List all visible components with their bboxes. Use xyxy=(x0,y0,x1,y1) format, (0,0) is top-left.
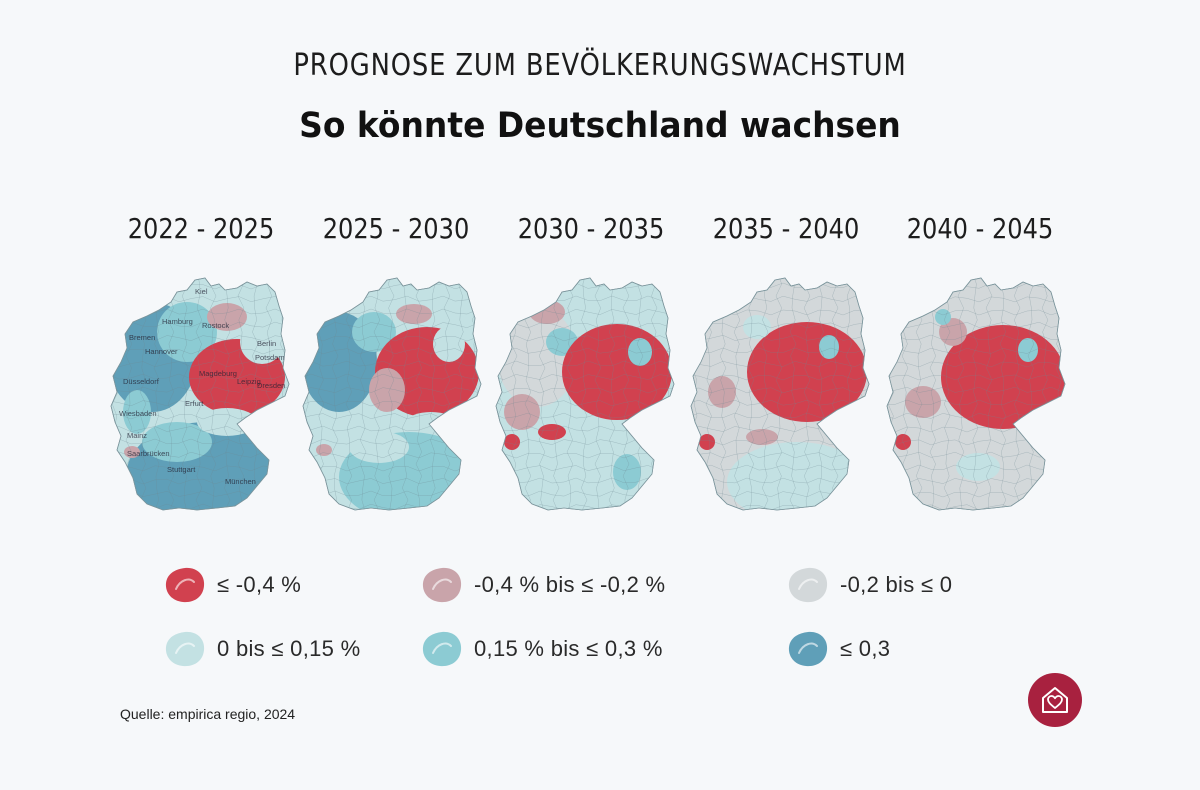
source-note: Quelle: empirica regio, 2024 xyxy=(120,706,296,722)
city-label: Kiel xyxy=(195,287,208,296)
map-2040-2045 xyxy=(883,272,1068,522)
city-label: Hamburg xyxy=(162,317,193,326)
main-title: So könnte Deutschland wachsen xyxy=(299,106,901,146)
map-2030-2035 xyxy=(492,272,677,522)
map-2025-2030 xyxy=(299,272,484,522)
period-label-5: 2040 - 2045 xyxy=(906,212,1054,245)
map-2022-2025: Kiel Hamburg Rostock Berlin Potsdam Brem… xyxy=(107,272,292,522)
city-label: Magdeburg xyxy=(199,369,237,378)
legend-label: -0,4 % bis ≤ -0,2 % xyxy=(474,572,666,597)
city-label: Rostock xyxy=(202,321,229,330)
germany-map-svg xyxy=(886,277,1066,511)
legend-label: -0,2 bis ≤ 0 xyxy=(840,572,953,597)
brush-blob-icon xyxy=(422,631,462,667)
city-label: Bremen xyxy=(129,333,155,342)
city-label: Erfurt xyxy=(185,399,204,408)
city-label: Leipzig xyxy=(237,377,261,386)
legend-label: ≤ -0,4 % xyxy=(217,572,302,597)
city-label: Düsseldorf xyxy=(123,377,160,386)
germany-map-svg xyxy=(302,277,482,511)
brush-blob-icon xyxy=(165,631,205,667)
city-label: Hannover xyxy=(145,347,178,356)
legend-item-6: ≤ 0,3 xyxy=(786,629,890,669)
period-label-1: 2022 - 2025 xyxy=(127,212,275,245)
germany-map-svg xyxy=(495,277,675,511)
district-boundaries xyxy=(303,278,480,510)
city-label: Saarbrücken xyxy=(127,449,170,458)
city-label: Mainz xyxy=(127,431,147,440)
legend-item-2: -0,4 % bis ≤ -0,2 % xyxy=(420,565,665,605)
city-labels: Kiel Hamburg Rostock Berlin Potsdam Brem… xyxy=(119,287,285,486)
legend-label: 0 bis ≤ 0,15 % xyxy=(217,636,361,661)
map-2035-2040 xyxy=(687,272,872,522)
brush-blob-icon xyxy=(788,567,828,603)
kicker-title: PROGNOSE ZUM BEVÖLKERUNGSWACHSTUM xyxy=(293,48,907,83)
brush-blob-icon xyxy=(165,567,205,603)
period-label-2: 2025 - 2030 xyxy=(322,212,470,245)
house-heart-icon xyxy=(1028,673,1082,727)
germany-map-svg: Kiel Hamburg Rostock Berlin Potsdam Brem… xyxy=(110,277,290,511)
city-label: München xyxy=(225,477,256,486)
legend-item-5: 0,15 % bis ≤ 0,3 % xyxy=(420,629,663,669)
city-label: Potsdam xyxy=(255,353,285,362)
city-label: Stuttgart xyxy=(167,465,196,474)
district-boundaries xyxy=(887,278,1064,510)
brush-blob-icon xyxy=(422,567,462,603)
legend-label: 0,15 % bis ≤ 0,3 % xyxy=(474,636,663,661)
city-label: Berlin xyxy=(257,339,276,348)
period-label-3: 2030 - 2035 xyxy=(517,212,665,245)
city-label: Dresden xyxy=(257,381,285,390)
legend-label: ≤ 0,3 xyxy=(840,636,891,661)
period-label-4: 2035 - 2040 xyxy=(712,212,860,245)
brush-blob-icon xyxy=(788,631,828,667)
city-label: Wiesbaden xyxy=(119,409,157,418)
legend-item-3: -0,2 bis ≤ 0 xyxy=(786,565,952,605)
germany-map-svg xyxy=(690,277,870,511)
legend-item-1: ≤ -0,4 % xyxy=(163,565,301,605)
legend-item-4: 0 bis ≤ 0,15 % xyxy=(163,629,360,669)
district-boundaries xyxy=(691,278,868,510)
